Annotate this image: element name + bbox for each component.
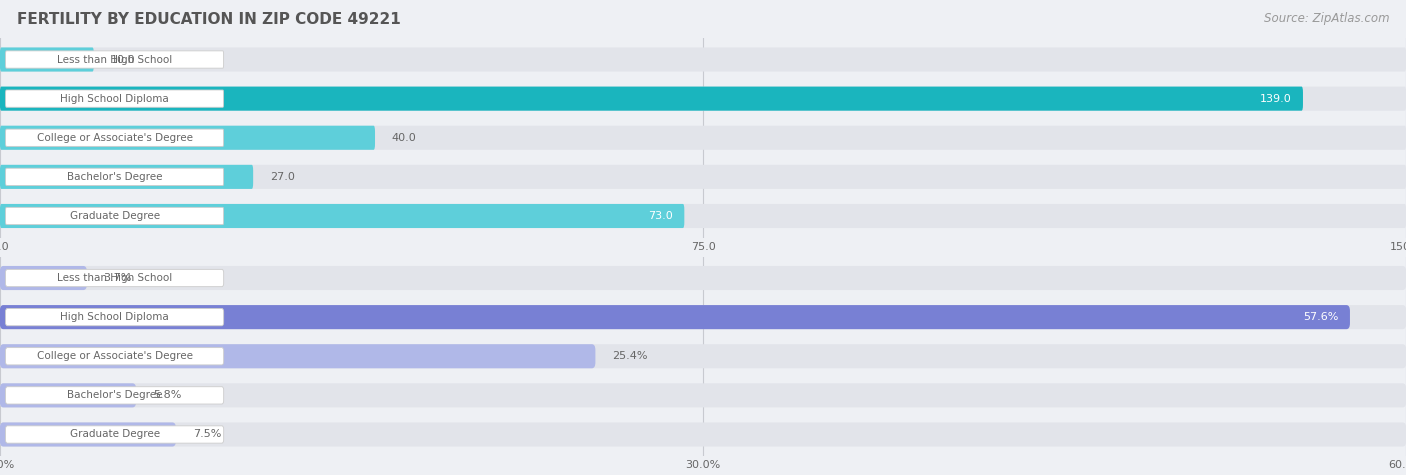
Text: 3.7%: 3.7% <box>104 273 132 283</box>
Text: 40.0: 40.0 <box>392 133 416 143</box>
FancyBboxPatch shape <box>0 305 1406 329</box>
Text: 57.6%: 57.6% <box>1303 312 1339 322</box>
FancyBboxPatch shape <box>0 86 1303 111</box>
FancyBboxPatch shape <box>0 204 685 228</box>
FancyBboxPatch shape <box>0 305 1350 329</box>
Text: Less than High School: Less than High School <box>58 273 172 283</box>
FancyBboxPatch shape <box>0 48 1406 72</box>
Text: FERTILITY BY EDUCATION IN ZIP CODE 49221: FERTILITY BY EDUCATION IN ZIP CODE 49221 <box>17 12 401 27</box>
Text: Bachelor's Degree: Bachelor's Degree <box>67 172 162 182</box>
FancyBboxPatch shape <box>6 426 224 443</box>
FancyBboxPatch shape <box>6 348 224 365</box>
FancyBboxPatch shape <box>6 308 224 326</box>
FancyBboxPatch shape <box>0 266 1406 290</box>
FancyBboxPatch shape <box>6 51 224 68</box>
Text: College or Associate's Degree: College or Associate's Degree <box>37 351 193 361</box>
FancyBboxPatch shape <box>0 344 595 368</box>
FancyBboxPatch shape <box>0 422 176 446</box>
Text: 27.0: 27.0 <box>270 172 295 182</box>
FancyBboxPatch shape <box>0 266 87 290</box>
FancyBboxPatch shape <box>0 344 1406 368</box>
Text: Source: ZipAtlas.com: Source: ZipAtlas.com <box>1264 12 1389 25</box>
FancyBboxPatch shape <box>6 129 224 146</box>
Text: 7.5%: 7.5% <box>193 429 221 439</box>
Text: High School Diploma: High School Diploma <box>60 312 169 322</box>
FancyBboxPatch shape <box>0 383 1406 408</box>
Text: Less than High School: Less than High School <box>58 55 172 65</box>
Text: 139.0: 139.0 <box>1260 94 1292 104</box>
FancyBboxPatch shape <box>6 387 224 404</box>
Text: Graduate Degree: Graduate Degree <box>69 429 160 439</box>
FancyBboxPatch shape <box>0 165 253 189</box>
Text: Graduate Degree: Graduate Degree <box>69 211 160 221</box>
Text: Bachelor's Degree: Bachelor's Degree <box>67 390 162 400</box>
FancyBboxPatch shape <box>0 165 1406 189</box>
FancyBboxPatch shape <box>0 48 94 72</box>
Text: 10.0: 10.0 <box>111 55 135 65</box>
FancyBboxPatch shape <box>0 422 1406 446</box>
FancyBboxPatch shape <box>6 90 224 107</box>
FancyBboxPatch shape <box>6 208 224 225</box>
Text: 73.0: 73.0 <box>648 211 673 221</box>
Text: 5.8%: 5.8% <box>153 390 181 400</box>
Text: High School Diploma: High School Diploma <box>60 94 169 104</box>
FancyBboxPatch shape <box>0 383 136 408</box>
FancyBboxPatch shape <box>0 126 375 150</box>
Text: 25.4%: 25.4% <box>612 351 648 361</box>
FancyBboxPatch shape <box>6 168 224 186</box>
FancyBboxPatch shape <box>0 204 1406 228</box>
FancyBboxPatch shape <box>6 269 224 286</box>
FancyBboxPatch shape <box>0 126 1406 150</box>
FancyBboxPatch shape <box>0 86 1406 111</box>
Text: College or Associate's Degree: College or Associate's Degree <box>37 133 193 143</box>
